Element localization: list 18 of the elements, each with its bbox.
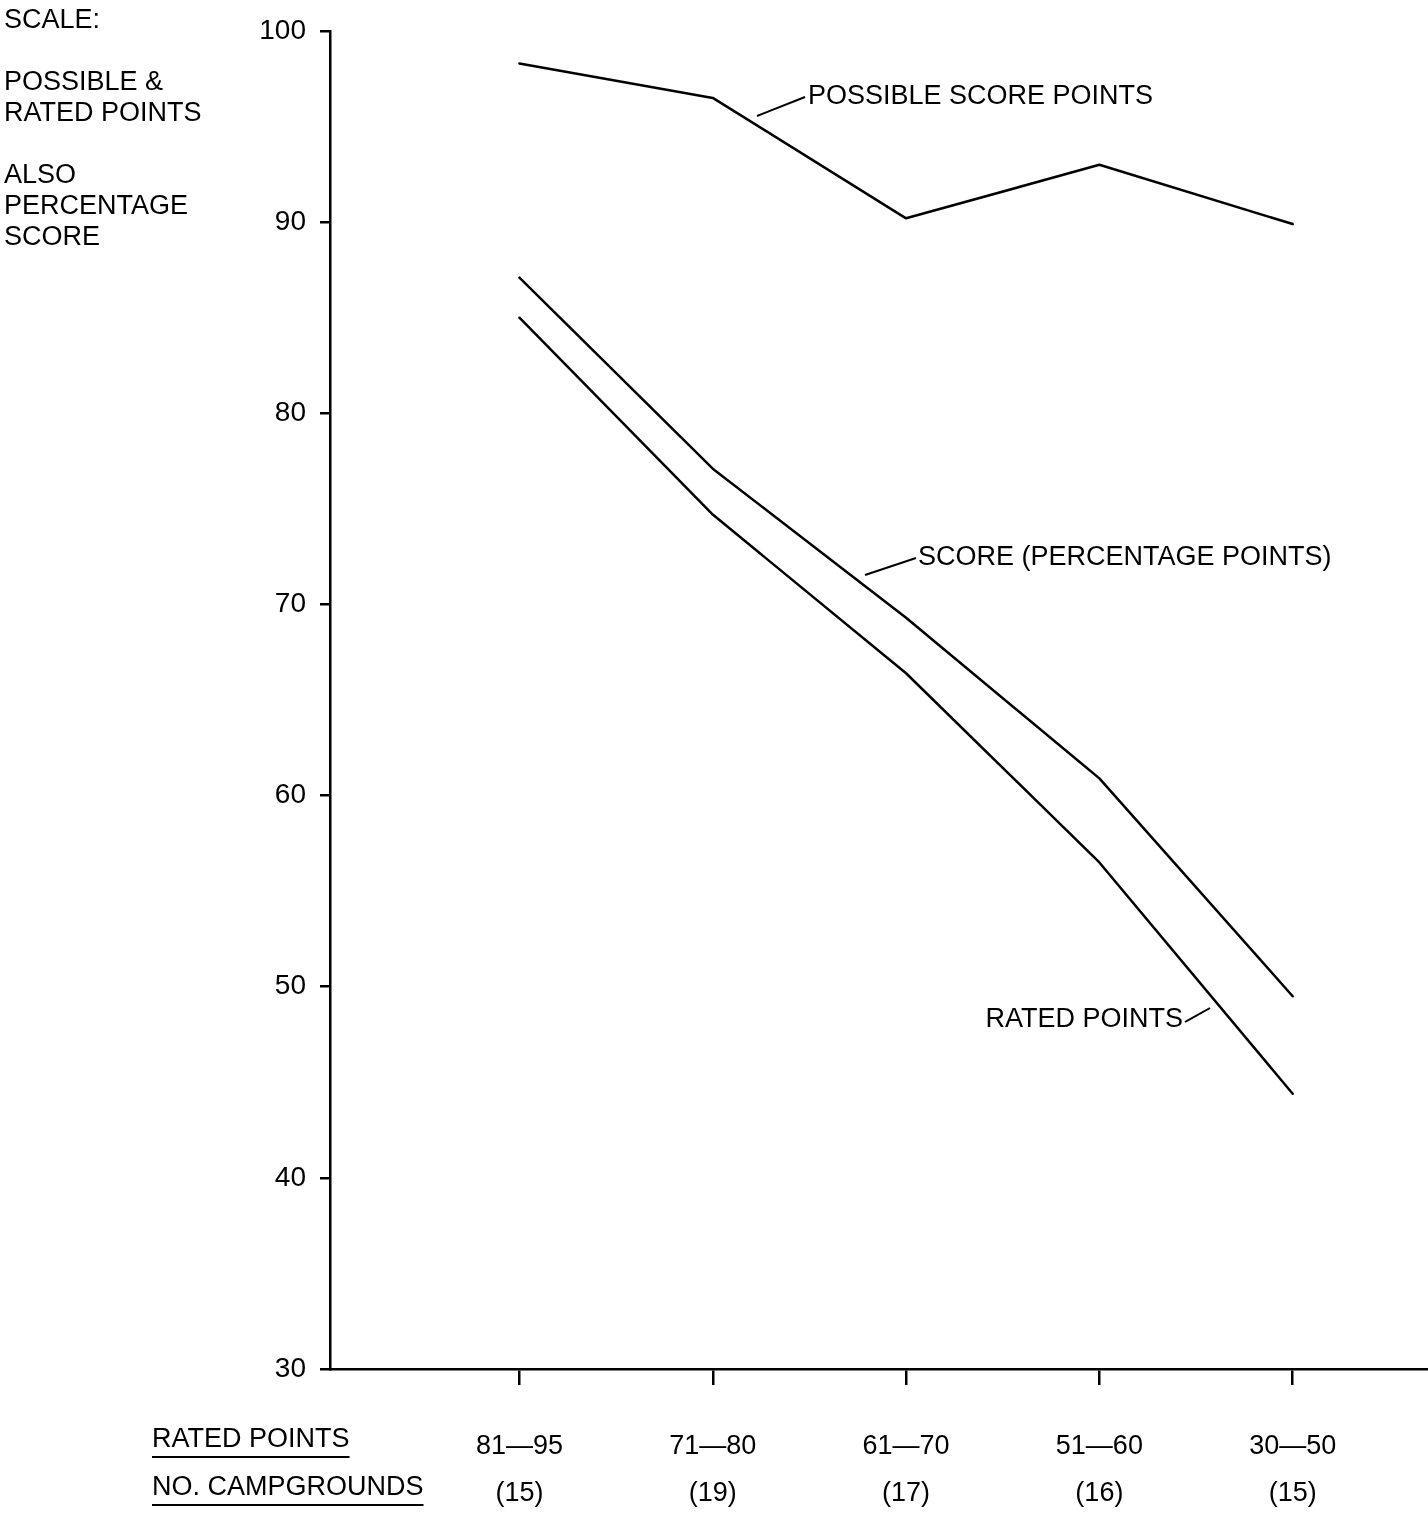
- y-tick-label: 100: [259, 13, 306, 45]
- legend-label: SCORE (PERCENTAGE POINTS): [918, 541, 1332, 572]
- y-tick-label: 90: [274, 204, 306, 236]
- y-tick-label: 70: [274, 587, 306, 619]
- y-tick-label: 40: [274, 1160, 306, 1192]
- x-tick-label: 61—70 (17): [862, 1430, 950, 1508]
- x-axis-title: RATED POINTS NO. CAMPGROUNDS: [152, 1423, 424, 1502]
- y-tick-label: 60: [274, 778, 306, 810]
- x-tick-label: 51—60 (16): [1055, 1430, 1143, 1508]
- y-axis-title: SCALE: POSSIBLE & RATED POINTS ALSO PERCENTAGE SCORE: [4, 4, 203, 252]
- y-tick-label: 30: [274, 1351, 306, 1383]
- legend-label: POSSIBLE SCORE POINTS: [808, 80, 1154, 111]
- x-tick-label: 30—50 (15): [1249, 1430, 1337, 1508]
- x-tick-label: 81—95 (15): [475, 1430, 563, 1508]
- y-tick-label: 80: [274, 396, 306, 427]
- x-tick-label: 71—80 (19): [669, 1430, 757, 1508]
- series-label: RATED POINTS: [985, 1003, 1183, 1034]
- y-tick-label: 50: [274, 969, 306, 1001]
